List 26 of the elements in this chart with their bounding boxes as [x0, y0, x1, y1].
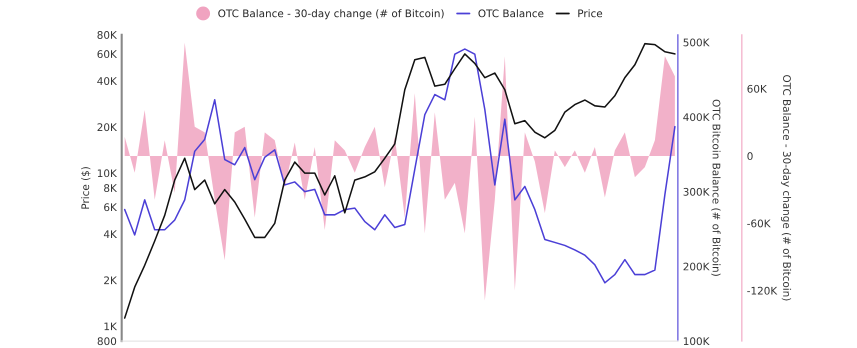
- y-tick-label: 60K: [97, 50, 118, 58]
- y3-axis-title: OTC Balance - 30-day change (# of Bitcoin): [780, 75, 792, 300]
- y-tick-label: 20K: [98, 123, 118, 132]
- y-axis-title: Price ($): [81, 167, 91, 209]
- y2-tick-label: 300K: [684, 188, 710, 196]
- legend-label: OTC Balance - 30-day change (# of Bitcoin): [218, 9, 444, 20]
- y2-tick-label: 100K: [684, 337, 710, 346]
- y2-tick-label: 500K: [684, 38, 710, 46]
- y-tick-label: 4K: [104, 230, 118, 238]
- y3-tick-label: 60K: [747, 84, 768, 93]
- y2-tick-label: 200K: [684, 262, 710, 270]
- y2-axis-title: OTC Bitcoin Balance (# of Bitcoin): [711, 100, 721, 276]
- y-tick-label: 10K: [98, 169, 118, 178]
- y-tick-label: 40K: [97, 77, 118, 85]
- y-tick-label: 80K: [97, 31, 118, 39]
- y-tick-label: 6K: [104, 203, 118, 212]
- y2-tick-label: 400K: [683, 113, 710, 122]
- y3-tick-label: 0: [747, 152, 753, 160]
- legend-label: Price: [578, 9, 602, 18]
- y-tick-label: 1K: [104, 322, 118, 330]
- legend-label: OTC Balance: [478, 9, 544, 18]
- y3-tick-label: -120K: [747, 286, 778, 295]
- y-tick-label: 8K: [104, 184, 118, 192]
- y3-tick-label: -60K: [747, 219, 771, 228]
- y-tick-label: 2K: [104, 276, 118, 284]
- y-tick-label: 800: [98, 337, 116, 346]
